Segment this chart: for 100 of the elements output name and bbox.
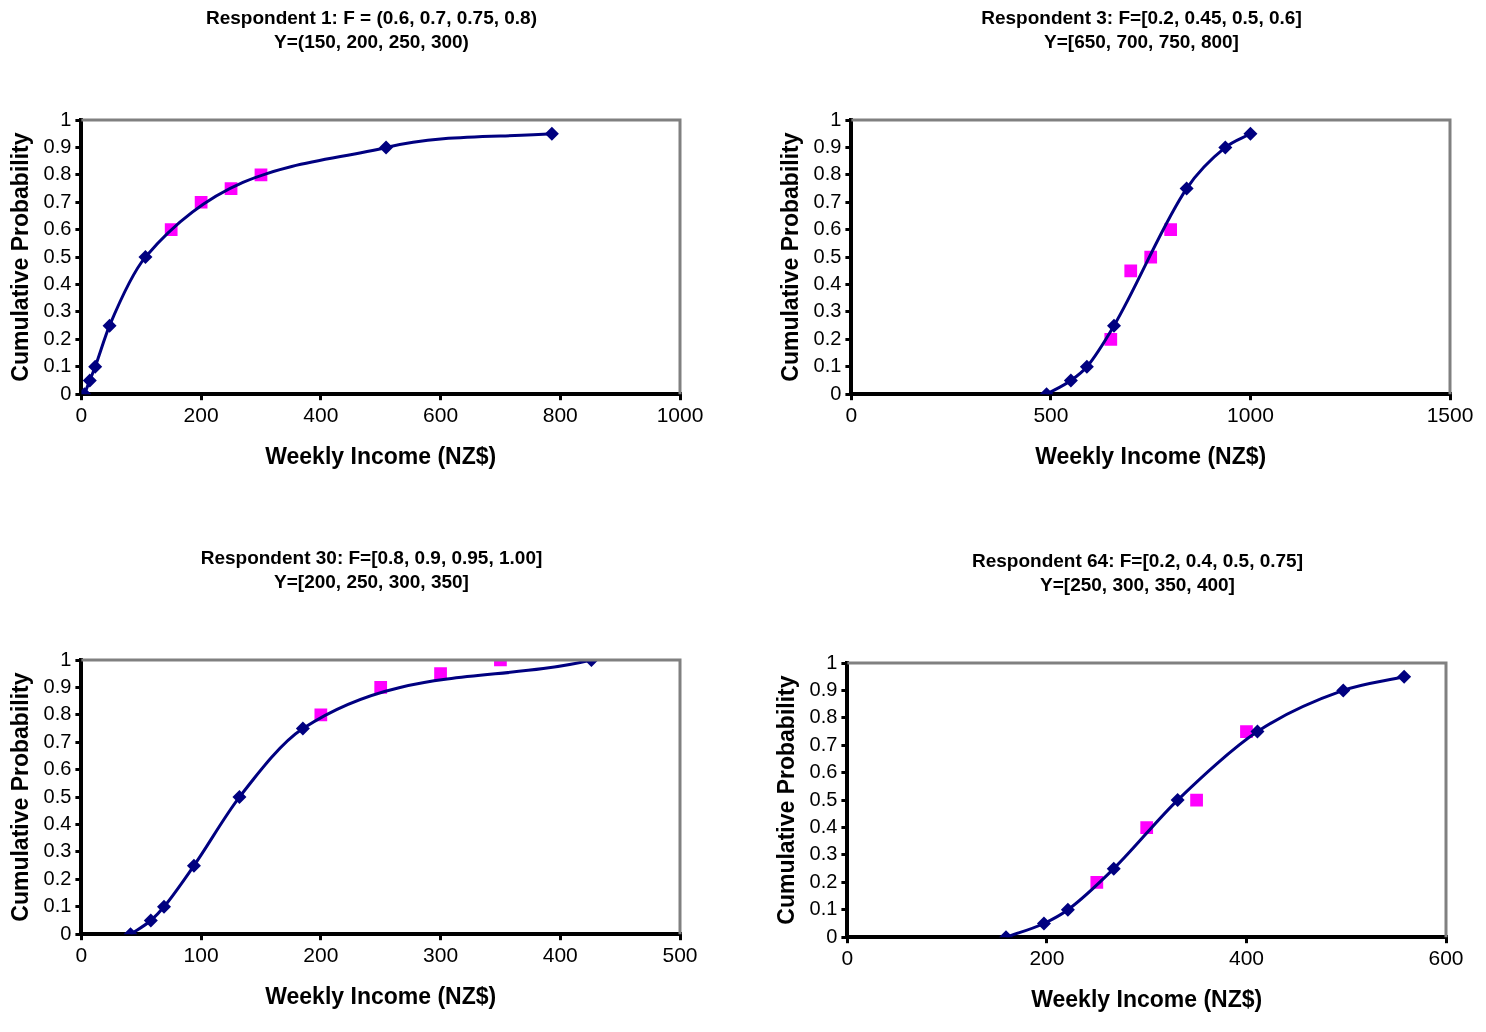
y-tick-label: 0.7 [809,732,838,755]
y-tick-label: 0.5 [43,784,72,807]
x-tick-label: 1500 [1426,402,1474,426]
point [1106,318,1121,333]
x-axis-title: Weekly Income (NZ$) [265,442,497,469]
x-tick-label: 0 [75,942,88,966]
chart-title: Respondent 3: F=[0.2, 0.45, 0.5, 0.6] Y=[650, 700, 750, 800] [980,6,1303,54]
x-axis-title: Weekly Income (NZ$) [265,982,497,1009]
point [1106,861,1121,876]
point [1397,669,1412,684]
point [102,318,117,333]
y-tick-label: 0.9 [43,674,72,697]
y-tick-label: 1 [830,107,842,130]
y-tick-label: 0.4 [809,815,838,838]
y-tick-label: 0.6 [43,757,72,780]
y-tick-label: 0.1 [43,354,72,377]
y-tick-label: 0.5 [813,244,842,267]
y-tick-label: 0.7 [43,729,72,752]
x-tick-label: 800 [542,402,578,426]
x-tick-label: 1000 [1227,402,1274,426]
y-tick-label: 0.4 [813,272,842,295]
point [1063,373,1078,388]
y-axis-title: Cumulative Probability [7,672,34,922]
point [1036,916,1051,931]
y-tick-label: 0.2 [813,326,842,349]
y-tick-label: 0.6 [813,217,842,240]
x-tick-label: 200 [183,402,219,426]
y-tick-label: 0.4 [43,272,72,295]
x-tick-label: 400 [1228,945,1264,969]
point [1124,264,1138,278]
y-tick-label: 0 [60,381,72,404]
y-axis-title: Cumulative Probability [773,675,800,925]
y-tick-label: 0.4 [43,812,72,835]
point [1336,683,1351,698]
y-tick-label: 0.6 [809,760,838,783]
y-tick-label: 0.9 [813,134,842,157]
x-tick-label: 1000 [656,402,704,426]
point [1250,724,1265,739]
chart-title: Respondent 64: F=[0.2, 0.4, 0.5, 0.75] Y=[250, 300, 350, 400] [970,549,1304,597]
point [1179,181,1194,196]
y-tick-label: 0.9 [809,677,838,700]
y-tick-label: 0.6 [43,217,72,240]
point [1060,902,1075,917]
point [1243,126,1258,141]
y-tick-label: 0.1 [813,354,842,377]
y-tick-label: 0.8 [813,162,842,185]
point [138,250,153,265]
y-tick-label: 0.2 [43,326,72,349]
point [88,359,103,374]
y-tick-label: 1 [60,647,72,670]
point [379,140,394,155]
y-tick-label: 0 [60,921,72,944]
x-tick-label: 100 [183,942,219,966]
point [232,790,247,805]
point [1170,793,1185,808]
x-tick-label: 500 [662,942,698,966]
point [295,721,310,736]
x-tick-label: 400 [303,402,339,426]
point [186,858,201,873]
x-tick-label: 0 [75,402,88,426]
y-tick-label: 0.2 [43,866,72,889]
y-tick-label: 0.3 [809,842,838,865]
point [143,913,158,928]
y-axis-title: Cumulative Probability [7,132,34,382]
x-tick-label: 400 [542,942,578,966]
point [1218,140,1233,155]
y-tick-label: 1 [826,650,838,673]
y-tick-label: 0.5 [43,244,72,267]
y-tick-label: 0.8 [43,162,72,185]
point [544,126,559,141]
x-axis-title: Weekly Income (NZ$) [1031,985,1263,1012]
point [82,373,97,388]
y-tick-label: 0.3 [43,839,72,862]
point [1190,793,1203,807]
x-tick-label: 0 [845,402,858,426]
y-tick-label: 0.2 [809,869,838,892]
y-tick-label: 1 [60,107,72,130]
point [1079,359,1094,374]
y-axis-title: Cumulative Probability [777,132,804,382]
y-tick-label: 0.1 [809,897,838,920]
chart-title: Respondent 30: F=[0.8, 0.9, 0.95, 1.00] Y=[200, 250, 300, 350] [199,546,544,594]
y-tick-label: 0.7 [813,189,842,212]
chart-title: Respondent 1: F = (0.6, 0.7, 0.75, 0.8) Y=(150, 200, 250, 300) [204,6,538,54]
y-tick-label: 0 [830,381,842,404]
x-tick-label: 500 [1033,402,1069,426]
y-tick-label: 0.7 [43,189,72,212]
point [157,899,172,914]
y-tick-label: 0.9 [43,134,72,157]
x-tick-label: 200 [303,942,339,966]
x-tick-label: 600 [1428,945,1464,969]
y-tick-label: 0.8 [43,702,72,725]
x-tick-label: 300 [423,942,459,966]
x-axis-title: Weekly Income (NZ$) [1035,442,1267,469]
y-tick-label: 0.3 [43,299,72,322]
y-tick-label: 0 [826,924,838,947]
y-tick-label: 0.5 [809,787,838,810]
y-tick-label: 0.1 [43,894,72,917]
x-tick-label: 600 [423,402,459,426]
y-tick-label: 0.8 [809,705,838,728]
x-tick-label: 200 [1029,945,1065,969]
